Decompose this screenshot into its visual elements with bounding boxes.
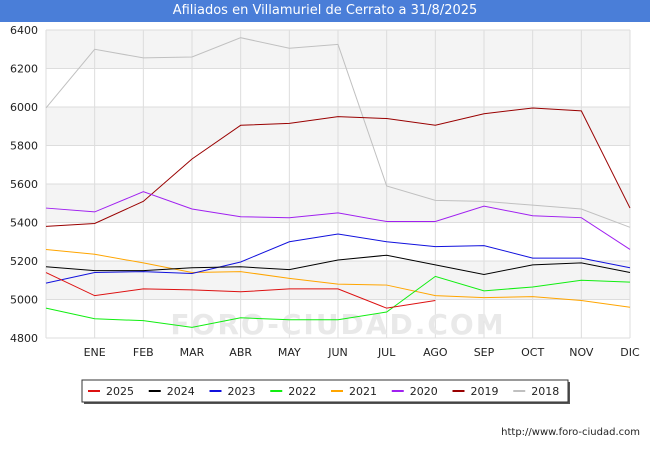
x-tick-label: AGO [423, 346, 448, 359]
legend-label-2021: 2021 [349, 385, 377, 398]
series-line-2021 [45, 248, 631, 308]
y-tick-label: 4800 [10, 332, 38, 345]
series-line-2018 [45, 37, 631, 228]
legend-label-2018: 2018 [531, 385, 559, 398]
series-line-2025 [45, 272, 436, 309]
x-tick-label: OCT [521, 346, 544, 359]
x-tick-label: ABR [229, 346, 252, 359]
x-tick-label: JUN [327, 346, 348, 359]
legend-label-2023: 2023 [228, 385, 256, 398]
legend-box [81, 379, 569, 403]
series-line-2019 [45, 107, 631, 227]
y-tick-label: 5600 [10, 178, 38, 191]
series-line-2024 [45, 254, 631, 275]
legend: 2025 2024 2023 2022 2021 2020 2019 2018 [81, 379, 570, 404]
x-axis-ticks: ENE FEB MAR ABR MAY JUN JUL AGO SEP OCT NOV DIC [84, 346, 640, 359]
y-tick-label: 5400 [10, 217, 38, 230]
watermark: FORO-CIUDAD.COM [170, 308, 505, 341]
x-tick-label: JUL [377, 346, 396, 359]
y-tick-label: 5800 [10, 140, 38, 153]
series-line-2020 [45, 191, 631, 250]
chart-gridlines [45, 29, 631, 339]
y-tick-label: 5200 [10, 255, 38, 268]
series-line-2023 [45, 233, 631, 284]
x-tick-label: MAY [278, 346, 301, 359]
legend-label-2022: 2022 [288, 385, 316, 398]
y-tick-label: 6200 [10, 63, 38, 76]
x-tick-label: FEB [133, 346, 154, 359]
chart-title: Afiliados en Villamuriel de Cerrato a 31… [0, 0, 650, 22]
y-axis-ticks: 4800 5000 5200 5400 5600 5800 6000 6200 6400 [10, 24, 38, 345]
series-line-2022 [45, 275, 631, 328]
chart-series [45, 37, 631, 328]
x-tick-label: SEP [474, 346, 495, 359]
source-url[interactable]: http://www.foro-ciudad.com [501, 427, 640, 438]
x-tick-label: MAR [180, 346, 205, 359]
x-tick-label: DIC [620, 346, 640, 359]
y-tick-label: 5000 [10, 294, 38, 307]
y-tick-label: 6400 [10, 24, 38, 37]
legend-label-2019: 2019 [471, 385, 499, 398]
x-tick-label: NOV [569, 346, 594, 359]
legend-label-2020: 2020 [410, 385, 438, 398]
y-tick-label: 6000 [10, 101, 38, 114]
legend-label-2024: 2024 [167, 385, 195, 398]
legend-label-2025: 2025 [106, 385, 134, 398]
x-tick-label: ENE [84, 346, 106, 359]
